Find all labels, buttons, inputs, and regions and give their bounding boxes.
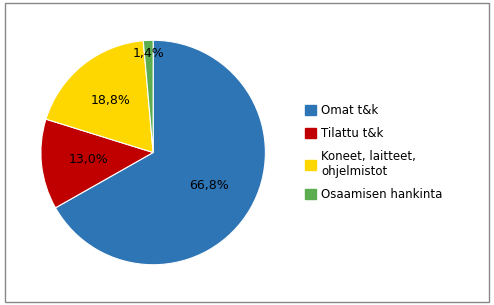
Text: 18,8%: 18,8% — [91, 94, 131, 106]
Text: 1,4%: 1,4% — [133, 47, 165, 60]
Legend: Omat t&k, Tilattu t&k, Koneet, laitteet,
ohjelmistot, Osaamisen hankinta: Omat t&k, Tilattu t&k, Koneet, laitteet,… — [305, 104, 443, 201]
Wedge shape — [46, 41, 153, 152]
Wedge shape — [143, 40, 153, 152]
Wedge shape — [41, 119, 153, 208]
Text: 66,8%: 66,8% — [190, 179, 229, 192]
Text: 13,0%: 13,0% — [69, 153, 108, 166]
Wedge shape — [55, 40, 265, 265]
